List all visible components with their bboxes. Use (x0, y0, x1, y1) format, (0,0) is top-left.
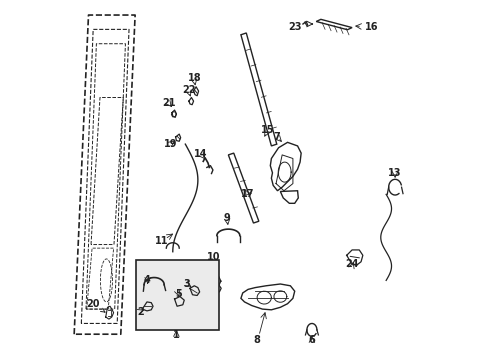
Text: 15: 15 (261, 125, 274, 135)
Text: 9: 9 (223, 213, 229, 222)
Text: 3: 3 (183, 279, 190, 289)
Text: 14: 14 (194, 149, 207, 159)
Text: 20: 20 (86, 299, 105, 312)
Text: 24: 24 (345, 259, 358, 269)
Text: 10: 10 (206, 252, 220, 262)
Text: 5: 5 (174, 289, 181, 299)
Text: 22: 22 (182, 85, 195, 95)
Text: 8: 8 (253, 334, 260, 345)
Text: 11: 11 (155, 236, 168, 246)
Text: 21: 21 (162, 98, 176, 108)
Text: 1: 1 (173, 330, 180, 340)
Text: 19: 19 (164, 139, 177, 149)
Bar (136, 260, 218, 330)
Text: 23: 23 (288, 22, 301, 32)
Text: 18: 18 (187, 73, 201, 83)
Text: 12: 12 (206, 266, 220, 276)
Text: 16: 16 (364, 22, 377, 32)
Text: 6: 6 (308, 334, 315, 345)
Text: 2: 2 (137, 307, 143, 317)
Text: 13: 13 (387, 168, 401, 178)
Text: 4: 4 (143, 275, 150, 285)
Text: 17: 17 (241, 189, 254, 199)
Text: 7: 7 (273, 132, 280, 142)
